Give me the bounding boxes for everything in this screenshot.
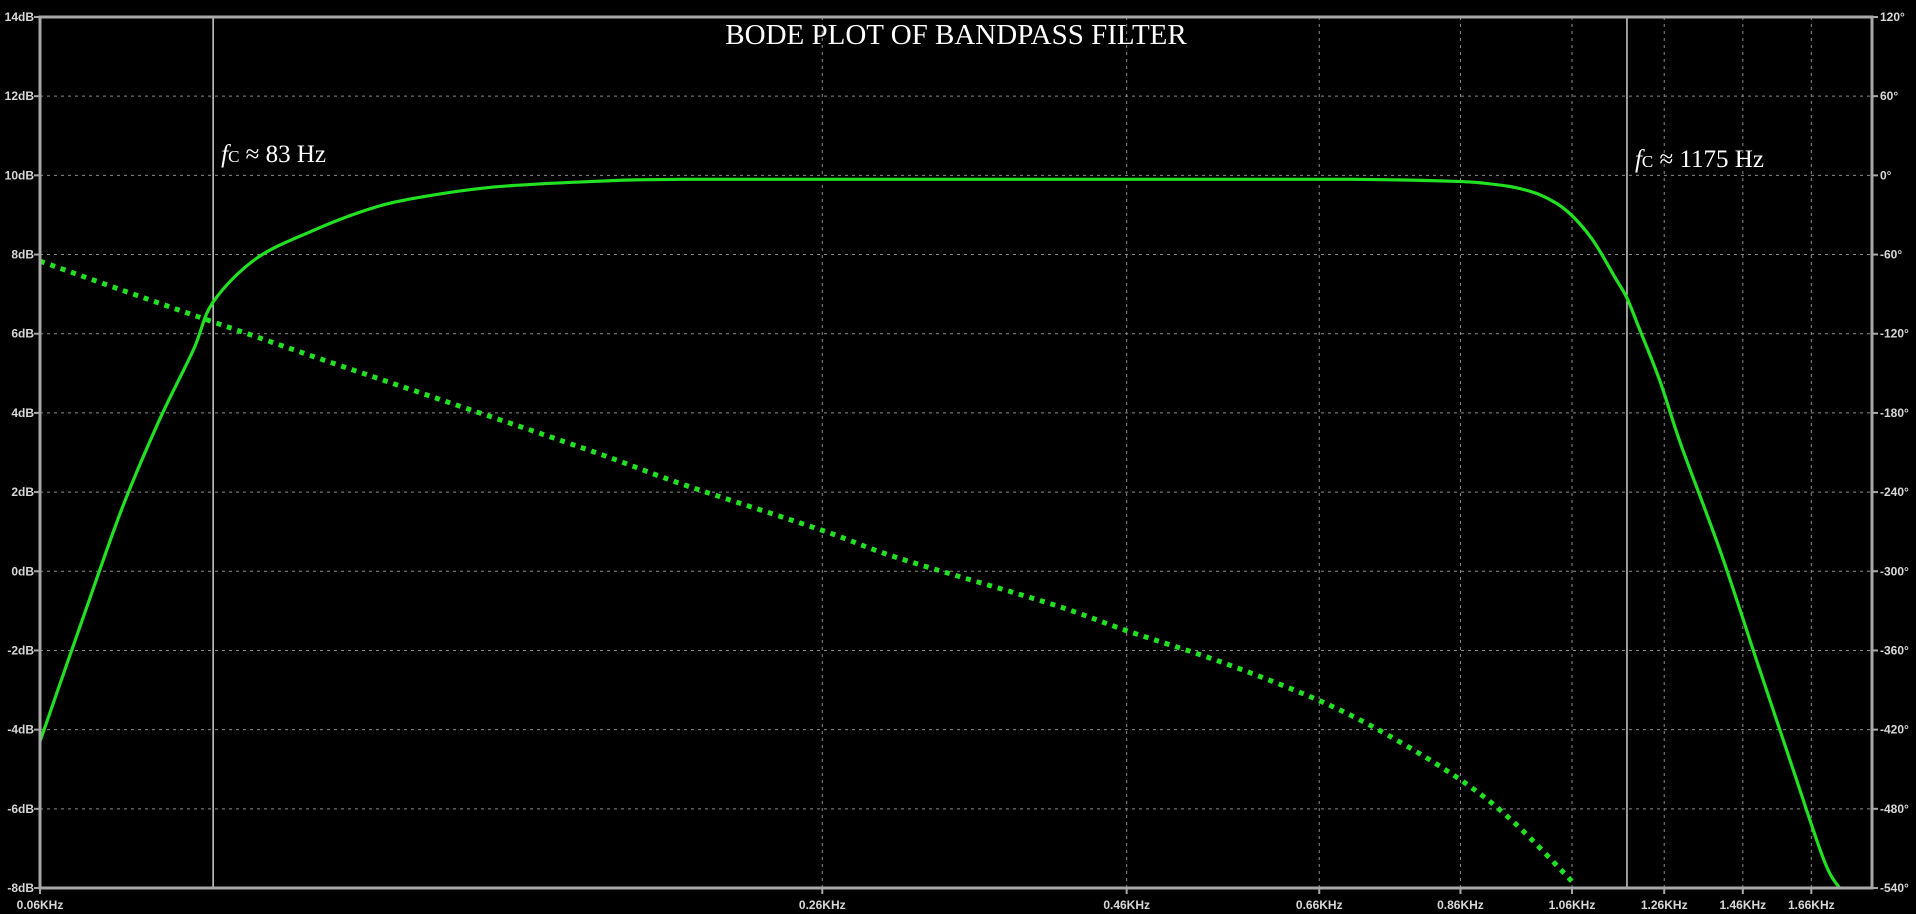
y-left-tick-label: 14dB [5, 10, 35, 24]
y-left-tick-label: 0dB [11, 564, 34, 578]
x-tick-label: 1.26KHz [1641, 898, 1688, 912]
x-tick-label: 1.46KHz [1719, 898, 1766, 912]
cutoff-annotation-f: f [1635, 146, 1645, 173]
y-left-tick-label: -4dB [7, 723, 34, 737]
y-left-tick-label: 12dB [5, 89, 35, 103]
y-left-tick-label: 6dB [11, 327, 34, 341]
x-tick-label: 1.66KHz [1788, 898, 1835, 912]
grid-lines [40, 17, 1872, 888]
y-right-tick-label: -540° [1880, 881, 1909, 895]
y-left-tick-label: -8dB [7, 881, 34, 895]
y-right-tick-label: -480° [1880, 802, 1909, 816]
phase-series-line [39, 258, 1574, 884]
y-right-tick-label: 0° [1880, 168, 1892, 182]
cutoff-annotation-text: ≈ 83 Hz [239, 141, 326, 168]
y-right-tick-label: 60° [1880, 89, 1898, 103]
cutoff-annotation-text: ≈ 1175 Hz [1653, 146, 1764, 173]
cutoff-annotation: fC ≈ 83 Hz [221, 141, 326, 168]
chart-title: BODE PLOT OF BANDPASS FILTER [725, 19, 1187, 51]
y-right-tick-label: -240° [1880, 485, 1909, 499]
y-right-tick-label: -360° [1880, 643, 1909, 657]
plot-frame [38, 15, 1874, 890]
y-left-tick-label: -2dB [7, 643, 34, 657]
axis-ticks: 0.06KHz 0.26KHz 0.46KHz 0.66KHz 0.86KHz 1.06K… [5, 10, 1909, 912]
y-right-tick-label: -60° [1880, 248, 1902, 262]
x-tick-label: 0.26KHz [799, 898, 846, 912]
y-left-tick-label: 10dB [5, 168, 35, 182]
x-tick-label: 0.66KHz [1296, 898, 1343, 912]
x-tick-label: 1.06KHz [1549, 898, 1596, 912]
y-right-tick-label: -180° [1880, 406, 1909, 420]
cutoff-annotation: fC ≈ 1175 Hz [1635, 146, 1764, 173]
y-left-tick-label: 4dB [11, 406, 34, 420]
y-right-tick-label: -420° [1880, 723, 1909, 737]
y-left-tick-label: 2dB [11, 485, 34, 499]
x-tick-label: 0.46KHz [1103, 898, 1150, 912]
x-tick-label: 0.86KHz [1437, 898, 1484, 912]
cutoff-annotation-sub: C [228, 147, 239, 166]
y-left-tick-label: -6dB [7, 802, 34, 816]
magnitude-series-line [38, 177, 1841, 889]
y-right-tick-label: -120° [1880, 327, 1909, 341]
series-group [38, 177, 1841, 889]
cutoff-annotation-f: f [221, 141, 231, 168]
cutoff-annotation-sub: C [1642, 152, 1653, 171]
y-right-tick-label: -300° [1880, 564, 1909, 578]
y-left-tick-label: 8dB [11, 248, 34, 262]
cutoff-markers [212, 17, 1628, 888]
annotations: fC ≈ 83 Hz fC ≈ 1175 Hz [221, 141, 1764, 173]
y-right-tick-label: 120° [1880, 10, 1905, 24]
x-tick-label: 0.06KHz [17, 898, 64, 912]
